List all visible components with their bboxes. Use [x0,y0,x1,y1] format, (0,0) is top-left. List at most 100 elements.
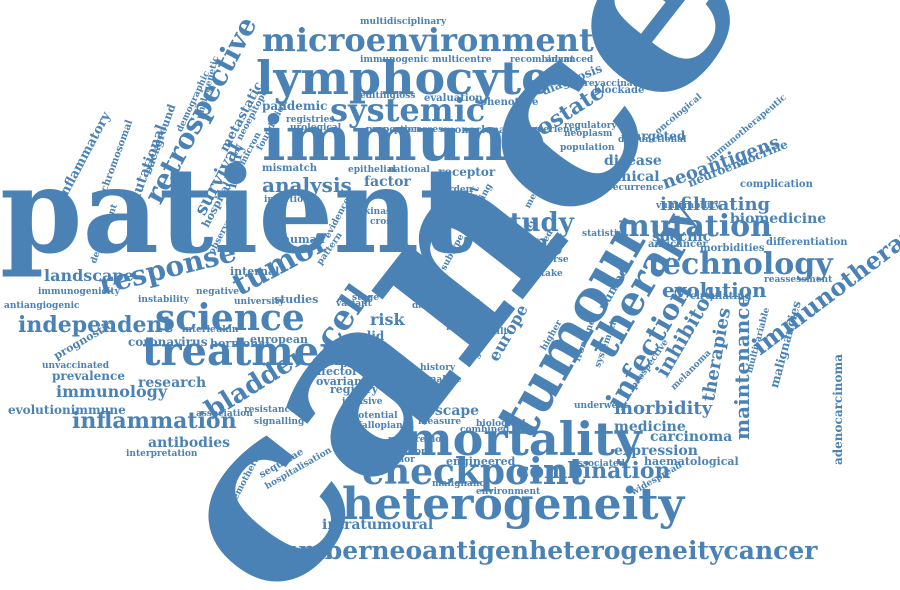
word-monoclonal: monoclonal [444,125,510,136]
word-complication: complication [740,179,813,190]
word-interleukin: interleukin [182,325,239,335]
word-fallopian: fallopian [358,421,403,431]
word-statistic: statistic [582,229,623,239]
word-antibodies: antibodies [148,435,231,451]
word-adenocarcinoma: adenocarcinoma [831,354,845,465]
word-evolutionimmune: evolutionimmune [8,403,126,417]
word-unvaccinated: unvaccinated [42,361,110,371]
word-invasive: invasive [342,397,383,407]
word-insertion: insertion [264,195,310,205]
word-multiregion: multiregion [388,435,448,445]
word-evaluation: evaluation [424,93,483,104]
word-rate: rate [446,323,467,333]
word-research: research [138,375,207,391]
word-hormonal: hormonal [210,337,270,350]
word-expression: expression [614,443,698,459]
word-risk: risk [370,310,405,329]
word-epithelial: epithelial [348,165,396,175]
word-analyse: analyse [424,375,462,385]
word-dysfunctional: dysfunctional [618,135,687,145]
word-antiangiogenic: antiangiogenic [4,301,80,311]
word-studies: studies [274,293,319,306]
word-registry: registry [330,383,379,396]
word-mismatch: mismatch [262,163,318,174]
word-prevaccination: prevaccination [578,79,653,89]
word-processes: processes [394,125,444,135]
word-targeted: targeted [628,129,686,143]
word-impact: impact [512,261,547,271]
word-population: population [560,143,615,153]
word-technology: technology [648,247,833,282]
word-malignancy: malignancy [432,479,491,489]
word-proportion: proportion [366,125,421,135]
word-regulatory: regulatory [564,121,617,131]
word-adverse: adverse [530,255,569,265]
word-burden: burden [436,185,473,195]
word-evolution: evolution [662,278,767,302]
word-neoplasm: neoplasm [564,129,613,139]
word-year: year [444,205,466,215]
word-heterogeneity: heterogeneity [342,479,685,530]
word-morbidities: morbidities [700,243,765,254]
word-phenotype: phenotype [480,97,539,108]
word-landscape: landscape [44,266,134,285]
word-stage: stage [352,293,380,303]
word-underwent: underwent [574,401,629,411]
word-systemic: systemic [330,91,486,129]
word-engineered: engineered [446,455,516,468]
word-single: single [444,195,475,205]
word-ratio: ratio [436,311,461,321]
word-checkpoint: checkpoint [362,451,586,493]
word-treatment: treatment [142,328,367,375]
word-editingloss: editingloss [360,91,416,101]
word-immunogenicity: immunogenicity [38,287,120,297]
word-approach: approach [362,439,410,449]
word-european: european [250,333,308,346]
word-science: science [155,297,305,339]
word-ovarian: ovarian [316,375,362,388]
word-prevalence: prevalence [52,369,125,383]
word-study: study [495,208,574,238]
word-kinase: kinase [364,207,397,217]
word-history: history [420,363,456,373]
word-phase: phase [340,357,377,370]
word-escape: escape [426,403,480,419]
word-carcinoma: carcinoma [650,429,733,445]
word-biological: biological [476,419,526,429]
word-internal: internal [230,265,280,278]
word-antitumor: antitumor [364,455,415,465]
word-recombinant: recombinant [510,55,575,65]
word-multicentre: multicentre [432,55,492,65]
word-medicine: medicine [614,419,686,435]
word-human: human [282,233,325,246]
word-immune: immune [262,102,547,175]
word-factor: factor [364,174,411,190]
word-differentiation: differentiation [766,237,848,248]
word-death: death [452,299,484,310]
word-solid: solid [352,329,385,343]
word-instability: instability [138,295,189,305]
word-university: university [234,297,285,307]
word-result: result [478,327,508,337]
word-intratumoural: intratumoural [322,517,434,533]
word-numberneoantigenheterogeneitycancer: numberneoantigenheterogeneitycancer [262,536,818,565]
word-environment: environment [476,487,541,497]
word-aged: aged [428,291,461,305]
word-potential: potential [352,411,398,421]
word-measure: measure [418,417,462,427]
word-data: data [412,301,435,311]
word-inflammation: inflammation [72,408,237,434]
word-reassessment: reassessment [764,275,833,285]
word-pandemic: pandemic [262,99,328,113]
word-urological: urological [290,123,342,133]
word-registries: registries [286,115,335,125]
word-independent: independent [18,312,173,338]
word-upregulation: upregulation [362,447,428,457]
word-biomedicine: biomedicine [730,211,827,227]
word-combined: combined [460,425,510,435]
word-morbidity: morbidity [614,398,713,419]
word-lung: lung [508,230,564,256]
word-combination: combination [516,458,671,484]
word-immunogenic: immunogenic [360,55,430,65]
word-blockade: blockade [594,85,645,96]
